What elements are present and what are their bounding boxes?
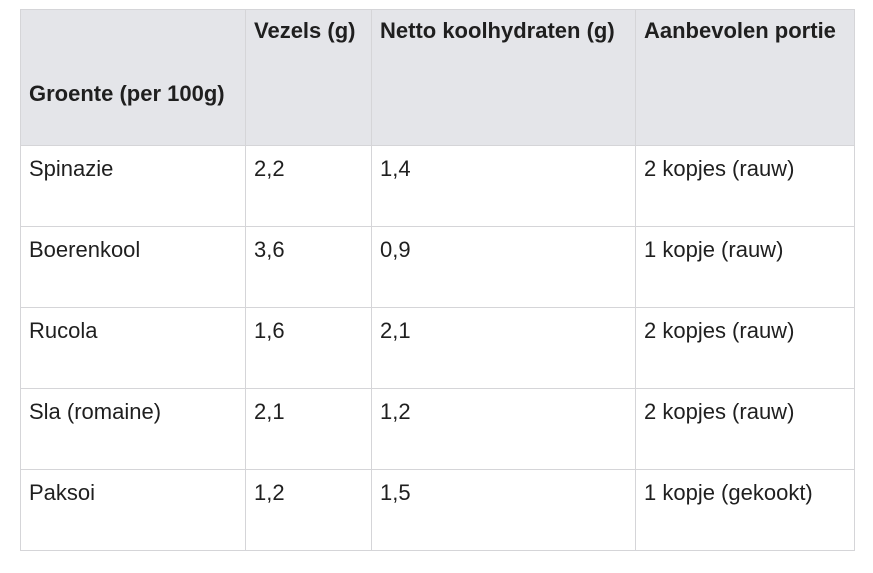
- cell-vegetable: Boerenkool: [20, 226, 246, 308]
- cell-portion: 2 kopjes (rauw): [635, 145, 855, 227]
- cell-net-carbs: 2,1: [371, 307, 636, 389]
- cell-vegetable: Spinazie: [20, 145, 246, 227]
- table-row: Rucola 1,6 2,1 2 kopjes (rauw): [20, 307, 855, 389]
- cell-net-carbs: 1,2: [371, 388, 636, 470]
- cell-vegetable: Sla (romaine): [20, 388, 246, 470]
- cell-net-carbs: 1,4: [371, 145, 636, 227]
- table-body: Spinazie 2,2 1,4 2 kopjes (rauw) Boerenk…: [20, 145, 855, 551]
- cell-fiber: 1,6: [245, 307, 372, 389]
- cell-fiber: 3,6: [245, 226, 372, 308]
- vegetable-nutrition-table: Groente (per 100g) Vezels (g) Netto kool…: [20, 9, 855, 551]
- header-recommended-portion: Aanbevolen portie: [635, 9, 855, 146]
- cell-vegetable: Rucola: [20, 307, 246, 389]
- table-row: Paksoi 1,2 1,5 1 kopje (gekookt): [20, 469, 855, 551]
- cell-fiber: 2,2: [245, 145, 372, 227]
- cell-portion: 1 kopje (gekookt): [635, 469, 855, 551]
- cell-net-carbs: 1,5: [371, 469, 636, 551]
- table-row: Sla (romaine) 2,1 1,2 2 kopjes (rauw): [20, 388, 855, 470]
- cell-portion: 2 kopjes (rauw): [635, 388, 855, 470]
- header-vegetable: Groente (per 100g): [20, 9, 246, 146]
- cell-net-carbs: 0,9: [371, 226, 636, 308]
- table-header-row: Groente (per 100g) Vezels (g) Netto kool…: [20, 9, 855, 146]
- cell-portion: 2 kopjes (rauw): [635, 307, 855, 389]
- table-row: Boerenkool 3,6 0,9 1 kopje (rauw): [20, 226, 855, 308]
- cell-fiber: 1,2: [245, 469, 372, 551]
- cell-fiber: 2,1: [245, 388, 372, 470]
- header-fiber: Vezels (g): [245, 9, 372, 146]
- table-row: Spinazie 2,2 1,4 2 kopjes (rauw): [20, 145, 855, 227]
- cell-vegetable: Paksoi: [20, 469, 246, 551]
- table-header: Groente (per 100g) Vezels (g) Netto kool…: [20, 9, 855, 146]
- header-net-carbs: Netto koolhydraten (g): [371, 9, 636, 146]
- cell-portion: 1 kopje (rauw): [635, 226, 855, 308]
